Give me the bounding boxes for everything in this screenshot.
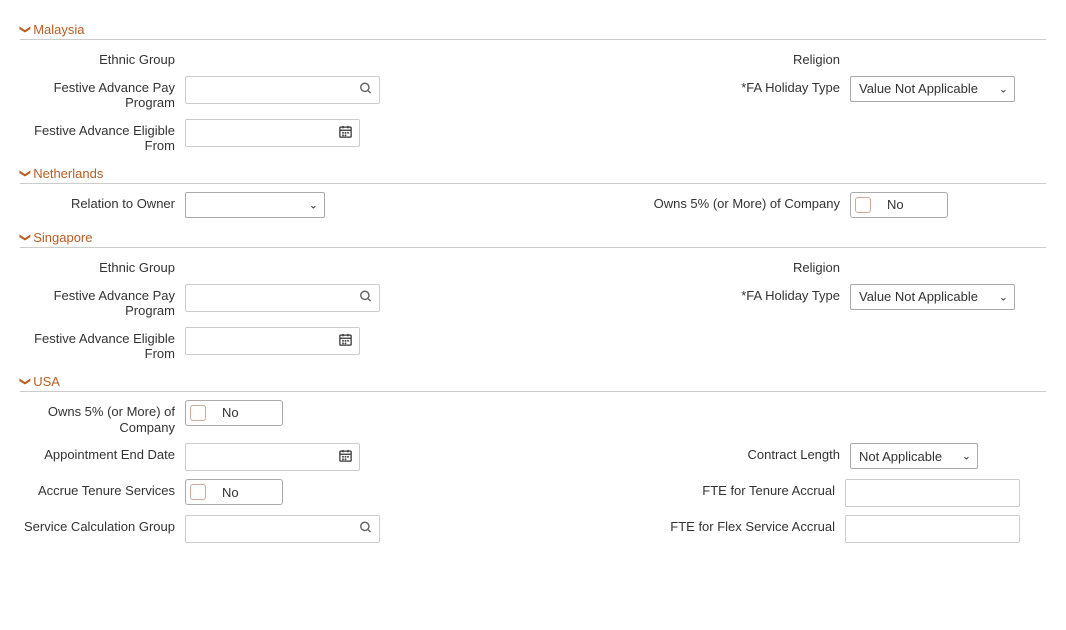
owns5-label: Owns 5% (or More) of Company — [20, 400, 185, 435]
contract-len-label: Contract Length — [520, 443, 850, 463]
chevron-down-icon: ❯ — [19, 233, 30, 242]
section-header-usa[interactable]: ❯ USA — [20, 370, 1046, 392]
section-header-netherlands[interactable]: ❯ Netherlands — [20, 162, 1046, 184]
fap-program-field[interactable] — [186, 285, 379, 311]
contract-len-select[interactable]: Not Applicable ⌄ — [850, 443, 978, 469]
appt-end-label: Appointment End Date — [20, 443, 185, 463]
toggle-knob — [190, 405, 206, 421]
fae-from-field[interactable] — [186, 120, 359, 146]
appt-end-input[interactable] — [185, 443, 360, 471]
owns5-toggle[interactable]: No — [850, 192, 948, 218]
accrue-tenure-label: Accrue Tenure Services — [20, 479, 185, 499]
owns5-value: No — [222, 405, 239, 420]
calendar-icon[interactable] — [338, 448, 353, 466]
owns5-label: Owns 5% (or More) of Company — [520, 192, 850, 212]
section-title: Malaysia — [33, 22, 84, 37]
chevron-down-icon: ❯ — [19, 377, 30, 386]
fae-from-field[interactable] — [186, 328, 359, 354]
fa-holiday-type-label: *FA Holiday Type — [520, 284, 850, 304]
section-header-malaysia[interactable]: ❯ Malaysia — [20, 18, 1046, 40]
religion-label: Religion — [520, 256, 850, 276]
chevron-down-icon: ⌄ — [962, 450, 971, 463]
fae-from-label: Festive Advance Eligible From — [20, 327, 185, 362]
chevron-down-icon: ⌄ — [999, 290, 1008, 303]
chevron-down-icon: ❯ — [19, 25, 30, 34]
section-title: Singapore — [33, 230, 92, 245]
search-icon[interactable] — [359, 81, 373, 98]
ethnic-group-label: Ethnic Group — [20, 48, 185, 68]
fa-holiday-type-select[interactable]: Value Not Applicable ⌄ — [850, 284, 1015, 310]
section-title: USA — [33, 374, 60, 389]
chevron-down-icon: ⌄ — [309, 198, 318, 211]
fae-from-input[interactable] — [185, 327, 360, 355]
fap-program-input[interactable] — [185, 284, 380, 312]
fte-tenure-label: FTE for Tenure Accrual — [520, 479, 845, 499]
section-title: Netherlands — [33, 166, 103, 181]
calendar-icon[interactable] — [338, 124, 353, 142]
ethnic-group-label: Ethnic Group — [20, 256, 185, 276]
owns5-value: No — [887, 197, 904, 212]
relation-owner-select[interactable]: ⌄ — [185, 192, 325, 218]
fap-program-label: Festive Advance Pay Program — [20, 284, 185, 319]
chevron-down-icon: ❯ — [19, 169, 30, 178]
search-icon[interactable] — [359, 521, 373, 538]
fte-flex-input[interactable] — [845, 515, 1020, 543]
religion-label: Religion — [520, 48, 850, 68]
toggle-knob — [855, 197, 871, 213]
chevron-down-icon: ⌄ — [999, 82, 1008, 95]
fap-program-field[interactable] — [186, 77, 379, 103]
fae-from-label: Festive Advance Eligible From — [20, 119, 185, 154]
fte-flex-label: FTE for Flex Service Accrual — [520, 515, 845, 535]
search-icon[interactable] — [359, 289, 373, 306]
section-header-singapore[interactable]: ❯ Singapore — [20, 226, 1046, 248]
fa-holiday-type-select[interactable]: Value Not Applicable ⌄ — [850, 76, 1015, 102]
fa-holiday-type-value: Value Not Applicable — [859, 81, 978, 96]
fa-holiday-type-value: Value Not Applicable — [859, 289, 978, 304]
relation-owner-label: Relation to Owner — [20, 192, 185, 212]
svc-calc-label: Service Calculation Group — [20, 515, 185, 535]
fte-tenure-input[interactable] — [845, 479, 1020, 507]
contract-len-value: Not Applicable — [859, 449, 942, 464]
fap-program-input[interactable] — [185, 76, 380, 104]
owns5-toggle[interactable]: No — [185, 400, 283, 426]
svc-calc-input[interactable] — [185, 515, 380, 543]
svc-calc-field[interactable] — [186, 516, 379, 542]
fap-program-label: Festive Advance Pay Program — [20, 76, 185, 111]
fa-holiday-type-label: *FA Holiday Type — [520, 76, 850, 96]
calendar-icon[interactable] — [338, 332, 353, 350]
appt-end-field[interactable] — [186, 444, 359, 470]
accrue-tenure-value: No — [222, 485, 239, 500]
fae-from-input[interactable] — [185, 119, 360, 147]
toggle-knob — [190, 484, 206, 500]
accrue-tenure-toggle[interactable]: No — [185, 479, 283, 505]
